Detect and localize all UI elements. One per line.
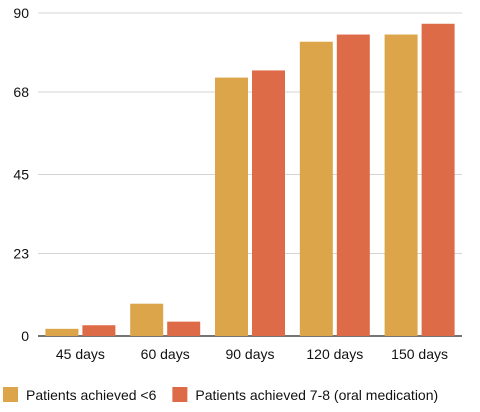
y-tick-label: 0 bbox=[21, 328, 29, 344]
bars bbox=[45, 23, 455, 337]
x-tick-label: 45 days bbox=[56, 346, 105, 362]
bar-series-2 bbox=[252, 70, 285, 336]
y-tick-label: 23 bbox=[13, 245, 29, 261]
x-tick-label: 60 days bbox=[141, 346, 190, 362]
bar-series-1 bbox=[45, 328, 79, 336]
bar-series-2 bbox=[82, 325, 116, 336]
legend-swatch bbox=[3, 387, 18, 402]
bar-series-1 bbox=[215, 77, 248, 336]
y-tick-label: 45 bbox=[13, 167, 29, 183]
x-tick-label: 120 days bbox=[306, 346, 363, 362]
bar-series-1 bbox=[299, 41, 333, 336]
bar-series-1 bbox=[384, 34, 418, 337]
y-axis-tick-labels: 0 23 45 68 90 bbox=[13, 5, 29, 344]
bar-series-2 bbox=[421, 23, 455, 337]
y-tick-label: 90 bbox=[13, 5, 29, 21]
bar-series-1 bbox=[130, 303, 164, 336]
legend: Patients achieved <6 Patients achieved 7-… bbox=[3, 387, 438, 403]
legend-swatch bbox=[172, 387, 188, 402]
bar-series-2 bbox=[336, 34, 370, 337]
x-tick-label: 150 days bbox=[391, 346, 448, 362]
y-tick-label: 68 bbox=[13, 84, 29, 100]
x-tick-label: 90 days bbox=[225, 346, 274, 362]
x-axis-tick-labels: 45 days 60 days 90 days 120 days 150 days bbox=[56, 346, 448, 362]
legend-label: Patients achieved 7-8 (oral medication) bbox=[195, 387, 438, 403]
bar-series-2 bbox=[167, 321, 201, 336]
legend-label: Patients achieved <6 bbox=[26, 387, 157, 403]
